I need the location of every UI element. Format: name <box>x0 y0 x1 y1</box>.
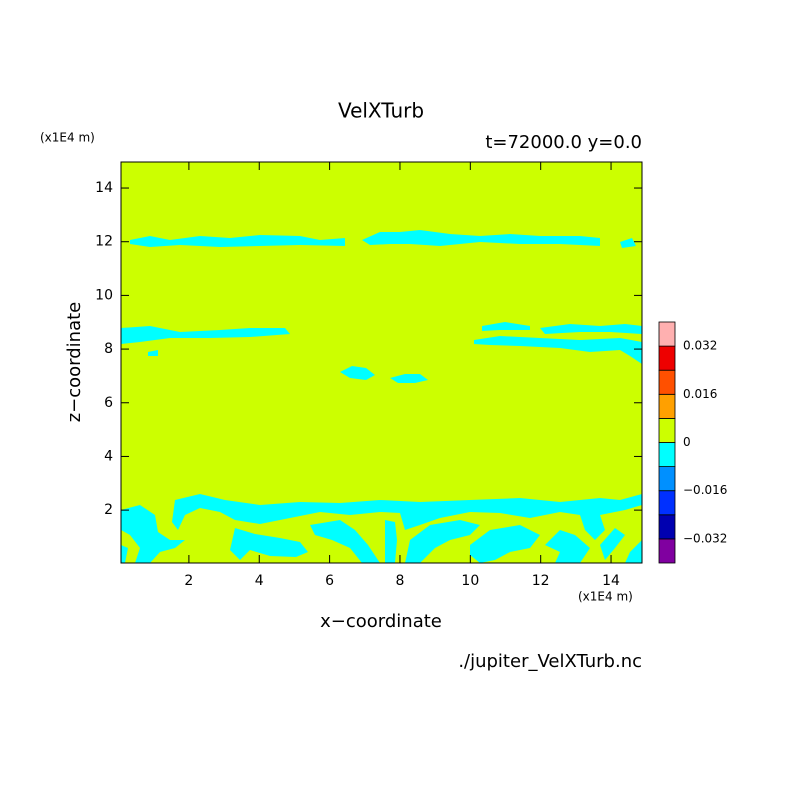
x-tick-label: 6 <box>325 573 334 589</box>
contour-region <box>545 530 590 563</box>
colorbar-label: −0.032 <box>683 531 727 545</box>
contour-region <box>474 336 642 364</box>
colorbar-swatch <box>658 393 676 419</box>
x-unit: (x1E4 m) <box>578 590 633 604</box>
colorbar-label: 0.032 <box>683 339 717 353</box>
y-tick-label: 12 <box>95 234 113 250</box>
y-tick-label: 4 <box>104 448 113 464</box>
colorbar-label: 0.016 <box>683 387 717 401</box>
contour-region <box>130 235 345 247</box>
contour-region <box>470 525 540 563</box>
contour-region <box>540 324 642 334</box>
contour-region <box>482 322 530 331</box>
contour-region <box>385 520 397 563</box>
contour-region <box>600 528 625 560</box>
contour-region <box>405 520 480 563</box>
contour-region <box>121 326 290 344</box>
colorbar-swatch <box>658 538 676 564</box>
colorbar-swatch <box>658 442 676 468</box>
contour-regions <box>121 230 642 563</box>
y-tick-label: 10 <box>95 287 113 303</box>
y-tick-label: 8 <box>104 341 113 357</box>
plot-frame <box>120 161 643 564</box>
colorbar-swatch <box>658 490 676 516</box>
contour-region <box>121 505 185 563</box>
colorbar-swatch <box>658 417 676 443</box>
colorbar-swatch <box>658 369 676 395</box>
contour-region <box>172 494 642 540</box>
source-file: ./jupiter_VelXTurb.nc <box>458 651 642 672</box>
chart-subtitle: t=72000.0 y=0.0 <box>485 132 642 153</box>
x-tick-label: 8 <box>396 573 405 589</box>
contour-region <box>390 374 428 383</box>
x-tick-label: 10 <box>461 573 479 589</box>
x-tick-label: 4 <box>255 573 264 589</box>
colorbar-swatch <box>658 514 676 540</box>
x-tick-label: 2 <box>184 573 193 589</box>
x-tick-label: 12 <box>532 573 550 589</box>
contour-region <box>340 366 375 380</box>
contour-region <box>310 520 380 563</box>
y-tick-label: 2 <box>104 502 113 518</box>
contour-region <box>362 230 600 246</box>
x-axis-label: x−coordinate <box>320 611 442 632</box>
contour-region <box>620 238 636 248</box>
contour-region <box>230 528 308 560</box>
contour-region <box>148 350 158 356</box>
y-tick-label: 6 <box>104 395 113 411</box>
colorbar-label: −0.016 <box>683 483 727 497</box>
contour-region <box>625 540 642 563</box>
colorbar-swatch <box>658 466 676 492</box>
colorbar-swatch <box>658 321 676 347</box>
y-unit: (x1E4 m) <box>40 131 95 145</box>
colorbar-label: 0 <box>683 435 691 449</box>
contour-region <box>121 545 128 563</box>
x-tick-label: 14 <box>602 573 620 589</box>
colorbar-swatch <box>658 345 676 371</box>
chart-title: VelXTurb <box>338 99 424 123</box>
y-tick-label: 14 <box>95 180 113 196</box>
y-axis-label: z−coordinate <box>64 302 85 423</box>
